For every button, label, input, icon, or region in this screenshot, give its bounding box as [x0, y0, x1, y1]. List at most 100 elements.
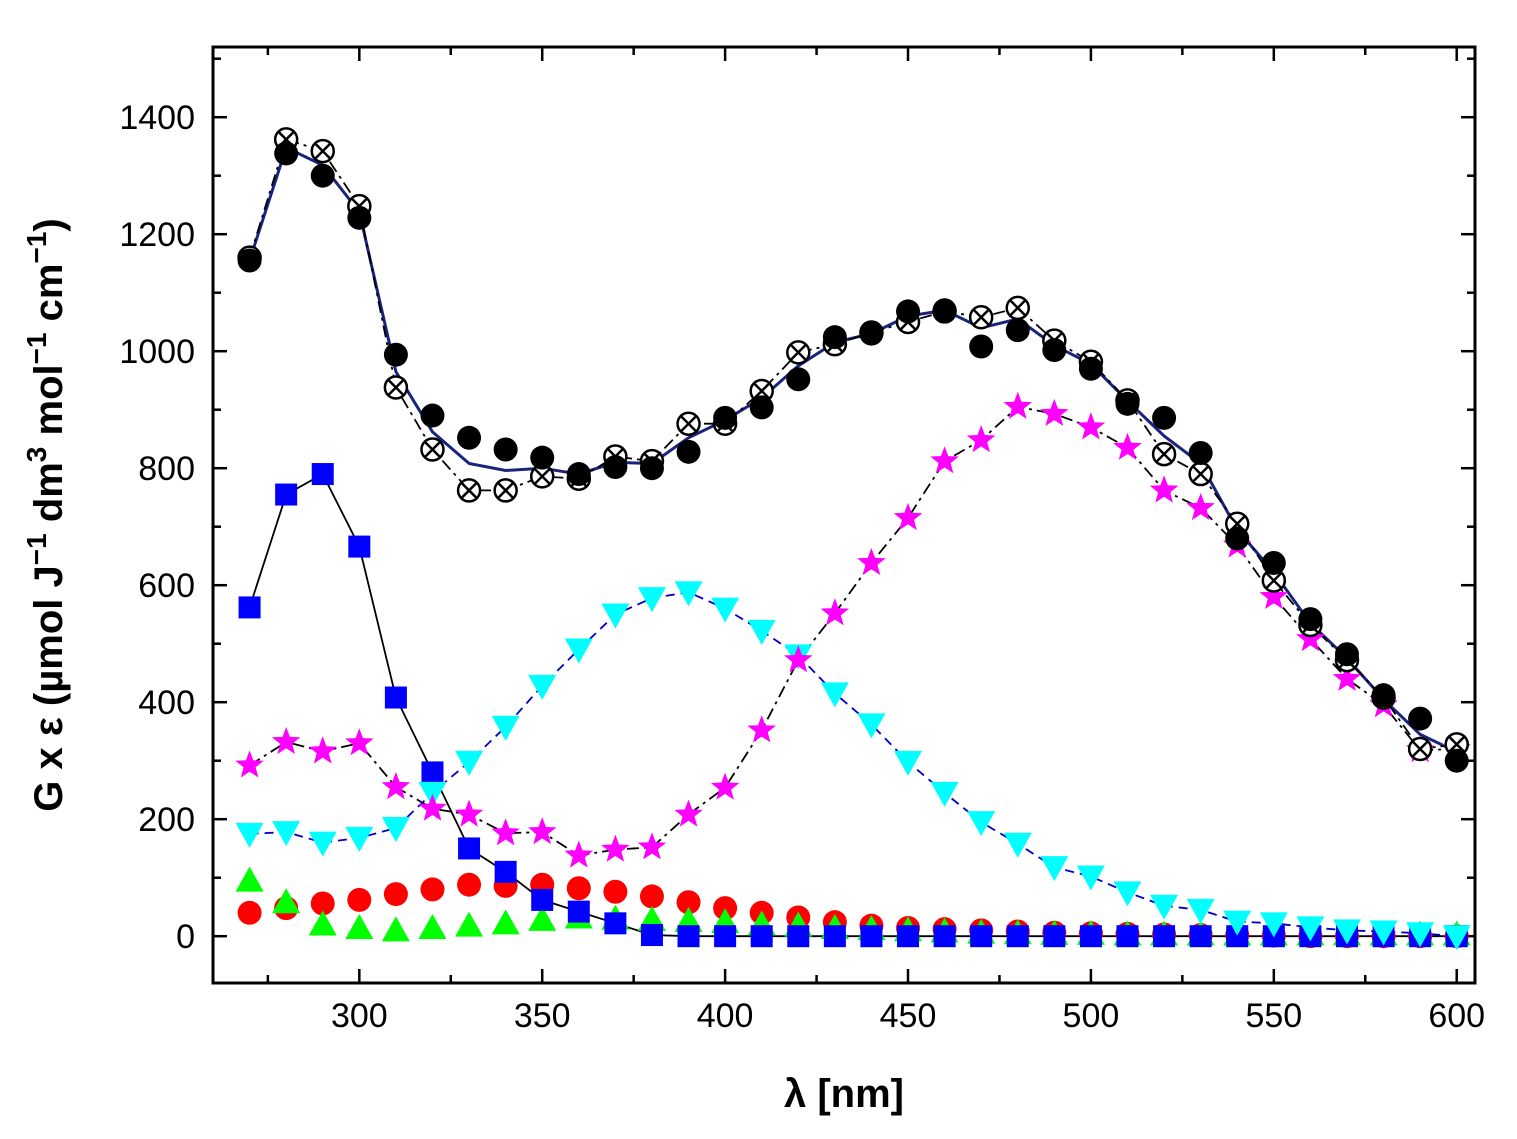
- point-measured-filled: [822, 325, 847, 350]
- point-blue-squares: [238, 596, 261, 619]
- y-axis-title-superscript: −1: [21, 232, 52, 264]
- point-measured-filled: [1188, 440, 1213, 465]
- point-cyan-triangles-down: [1150, 894, 1179, 920]
- point-magenta-stars: [418, 793, 447, 821]
- point-measured-open: [1151, 441, 1177, 467]
- y-tick-label: 800: [138, 450, 195, 488]
- point-blue-squares: [275, 483, 298, 506]
- point-measured-open: [493, 478, 518, 503]
- point-blue-squares: [787, 925, 810, 948]
- point-blue-squares: [1153, 925, 1176, 948]
- point-red-circles: [713, 896, 738, 921]
- point-blue-squares: [1116, 925, 1139, 948]
- point-blue-squares: [384, 686, 407, 709]
- y-tick-label: 1400: [119, 99, 195, 137]
- point-green-triangles-up: [528, 905, 557, 931]
- point-blue-squares: [311, 463, 334, 486]
- point-cyan-triangles-down: [711, 597, 740, 623]
- point-cyan-triangles-down: [1076, 865, 1105, 891]
- point-measured-open: [420, 437, 445, 462]
- point-cyan-triangles-down: [1259, 912, 1288, 938]
- point-measured-filled: [530, 445, 555, 470]
- point-cyan-triangles-down: [528, 674, 557, 700]
- point-blue-squares: [1189, 925, 1212, 948]
- cross-stroke: [1155, 445, 1173, 463]
- point-magenta-stars: [454, 799, 484, 827]
- y-axis-title-superscript: 3: [21, 447, 52, 463]
- point-red-circles: [347, 887, 372, 912]
- point-red-circles: [383, 882, 408, 907]
- plot-frame: [211, 45, 1477, 985]
- point-measured-filled: [420, 403, 445, 428]
- point-magenta-stars: [747, 715, 776, 743]
- point-measured-filled: [749, 395, 774, 420]
- point-magenta-stars: [893, 502, 923, 531]
- point-blue-squares: [567, 900, 590, 923]
- point-measured-filled: [1005, 318, 1030, 343]
- cross-stroke: [680, 415, 697, 433]
- point-red-circles: [457, 872, 482, 897]
- point-green-triangles-up: [491, 909, 520, 935]
- point-cyan-triangles-down: [235, 822, 264, 848]
- x-tick-label: 500: [1063, 997, 1120, 1035]
- y-tick-label: 0: [176, 918, 195, 956]
- point-blue-squares: [531, 888, 554, 911]
- y-tick-label: 1000: [119, 333, 195, 371]
- point-cyan-triangles-down: [1040, 856, 1069, 882]
- cross-stroke: [1265, 572, 1283, 589]
- x-tick-label: 350: [514, 997, 571, 1035]
- point-measured-filled: [1261, 550, 1286, 575]
- point-measured-filled: [896, 299, 921, 324]
- point-cyan-triangles-down: [1003, 832, 1032, 858]
- point-blue-squares: [750, 925, 773, 948]
- point-blue-squares: [458, 837, 481, 860]
- point-green-triangles-up: [272, 888, 301, 914]
- cross-stroke: [387, 379, 405, 396]
- cross-stroke: [1411, 740, 1429, 758]
- point-measured-open: [968, 305, 994, 330]
- cross-stroke: [424, 441, 441, 458]
- point-blue-squares: [640, 924, 663, 947]
- point-measured-filled: [1042, 338, 1067, 363]
- series-line-blue-squares: [248, 472, 1457, 938]
- point-red-circles: [420, 877, 445, 902]
- point-magenta-stars: [1149, 475, 1179, 503]
- y-axis-title-part: mol: [27, 364, 71, 446]
- point-measured-filled: [1334, 642, 1359, 667]
- point-measured-open: [676, 411, 701, 436]
- point-measured-filled: [969, 334, 994, 359]
- point-measured-filled: [1371, 683, 1396, 708]
- series-line-measured-open: [248, 138, 1457, 750]
- point-measured-open: [383, 375, 409, 400]
- y-axis-title: G x ε (µmol J−1 dm3 mol−1 cm−1): [21, 218, 71, 812]
- point-magenta-stars: [1113, 432, 1142, 460]
- point-magenta-stars: [820, 598, 850, 626]
- point-measured-open: [1188, 461, 1213, 487]
- point-magenta-stars: [235, 750, 264, 778]
- cross-stroke: [753, 382, 771, 400]
- point-measured-filled: [383, 342, 408, 367]
- point-measured-filled: [1152, 405, 1177, 430]
- point-magenta-stars: [857, 548, 886, 576]
- point-cyan-triangles-down: [601, 603, 630, 629]
- point-cyan-triangles-down: [272, 821, 301, 847]
- point-magenta-stars: [1259, 581, 1289, 609]
- point-measured-filled: [786, 367, 811, 392]
- point-measured-open: [1005, 295, 1031, 321]
- tick-labels: 300 350 400 450 500 550 600 0 200 400 600 800 1000 12…: [119, 99, 1485, 1035]
- point-cyan-triangles-down: [308, 831, 337, 857]
- cross-stroke: [497, 482, 515, 499]
- point-blue-squares: [860, 925, 883, 948]
- y-axis-title-part: cm: [27, 263, 71, 332]
- cross-stroke: [533, 468, 551, 485]
- point-magenta-stars: [1186, 493, 1215, 521]
- point-green-triangles-up: [308, 910, 337, 936]
- point-cyan-triangles-down: [1332, 919, 1361, 945]
- point-measured-open: [749, 378, 774, 404]
- point-green-triangles-up: [345, 914, 374, 940]
- point-magenta-stars: [1040, 398, 1069, 426]
- point-blue-squares: [677, 925, 700, 948]
- point-magenta-stars: [930, 446, 959, 474]
- point-measured-filled: [237, 248, 262, 273]
